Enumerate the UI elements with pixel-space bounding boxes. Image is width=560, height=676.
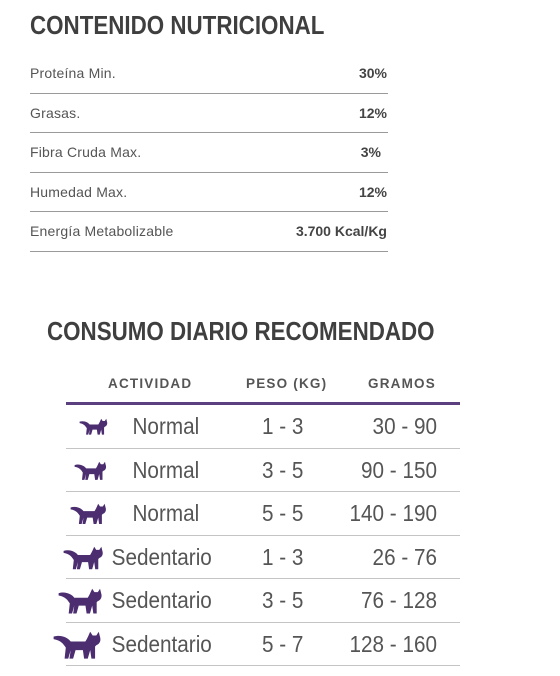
consumo-row: Normal 5 - 5 140 - 190 <box>66 492 460 536</box>
nutricional-row: Proteína Min. 30% <box>30 54 388 94</box>
header-actividad: ACTIVIDAD <box>108 376 193 391</box>
nutricional-label: Grasas. <box>30 104 81 121</box>
cat-icon <box>56 582 105 618</box>
nutricional-label: Energía Metabolizable <box>30 223 174 240</box>
nutricional-row: Fibra Cruda Max. 3% <box>30 133 388 173</box>
nutricional-label: Humedad Max. <box>30 183 128 200</box>
cat-icon <box>51 624 105 663</box>
consumo-gramos: 26 - 76 <box>372 543 437 570</box>
consumo-row: Sedentario 1 - 3 26 - 76 <box>63 536 460 579</box>
consumo-actividad: Sedentario <box>111 630 212 657</box>
consumo-row: Sedentario 5 - 7 128 - 160 <box>53 623 460 666</box>
nutricional-table: Proteína Min. 30% Grasas. 12% Fibra Crud… <box>30 54 388 252</box>
consumo-title: CONSUMO DIARIO RECOMENDADO <box>47 316 435 346</box>
cat-icon <box>69 499 109 528</box>
cat-icon <box>62 540 107 573</box>
nutricional-row: Energía Metabolizable 3.700 Kcal/Kg <box>30 212 388 252</box>
consumo-actividad: Normal <box>132 413 200 439</box>
header-gramos: GRAMOS <box>368 376 436 391</box>
consumo-row: Normal 1 - 3 30 - 90 <box>66 405 460 449</box>
nutricional-label: Proteína Min. <box>30 65 116 82</box>
consumo-table: ACTIVIDAD PESO (KG) GRAMOS Normal 1 - 3 … <box>53 364 460 666</box>
consumo-peso: 3 - 5 <box>262 587 304 613</box>
cat-icon <box>78 415 110 438</box>
nutricional-row: Humedad Max. 12% <box>30 173 388 212</box>
cat-icon <box>73 457 109 483</box>
nutricional-label: Fibra Cruda Max. <box>30 144 142 161</box>
nutricional-row: Grasas. 12% <box>30 94 388 133</box>
consumo-peso: 3 - 5 <box>262 456 304 483</box>
consumo-header-row: ACTIVIDAD PESO (KG) GRAMOS <box>66 364 460 405</box>
consumo-peso: 1 - 3 <box>262 413 304 439</box>
consumo-gramos: 76 - 128 <box>361 587 437 613</box>
consumo-gramos: 30 - 90 <box>372 413 437 439</box>
nutricional-value: 30% <box>358 65 387 82</box>
consumo-actividad: Normal <box>132 456 200 483</box>
consumo-row: Sedentario 3 - 5 76 - 128 <box>58 579 460 623</box>
consumo-peso: 5 - 7 <box>262 630 304 657</box>
consumo-peso: 5 - 5 <box>262 500 304 526</box>
consumo-gramos: 140 - 190 <box>349 500 437 526</box>
consumo-gramos: 90 - 150 <box>361 456 437 483</box>
consumo-actividad: Sedentario <box>111 543 212 570</box>
nutricional-value: 12% <box>358 183 387 200</box>
nutricional-title: CONTENIDO NUTRICIONAL <box>30 10 325 40</box>
header-peso: PESO (KG) <box>246 376 328 391</box>
consumo-row: Normal 3 - 5 90 - 150 <box>66 449 460 492</box>
consumo-actividad: Sedentario <box>111 587 212 613</box>
consumo-gramos: 128 - 160 <box>349 630 437 657</box>
consumo-peso: 1 - 3 <box>262 543 304 570</box>
nutricional-value: 3.700 Kcal/Kg <box>295 223 387 240</box>
consumo-actividad: Normal <box>132 500 200 526</box>
nutricional-value: 3% <box>360 144 381 161</box>
nutricional-value: 12% <box>358 104 387 121</box>
